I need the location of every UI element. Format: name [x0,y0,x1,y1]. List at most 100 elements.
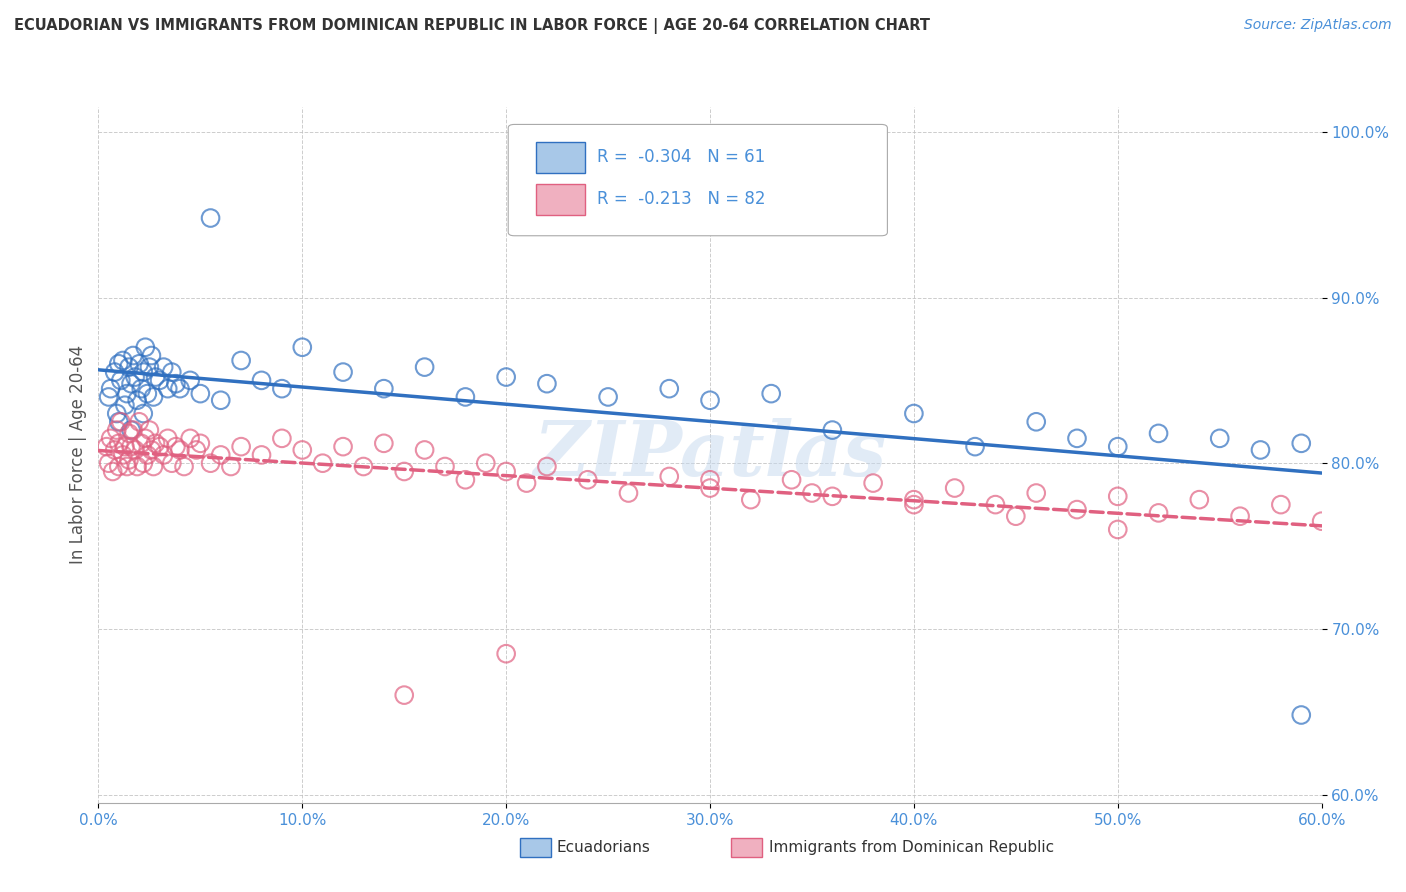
Point [124,370,146,384]
Point [118,360,141,375]
Point [111,448,134,462]
Text: R =  -0.304   N = 61: R = -0.304 N = 61 [598,148,766,166]
Point [165,440,187,454]
Point [149,373,172,387]
Point [129,382,152,396]
Point [122,349,145,363]
Point [108,415,131,429]
Point [352,459,374,474]
Point [149,440,172,454]
Point [373,436,395,450]
Text: Immigrants from Dominican Republic: Immigrants from Dominican Republic [769,840,1054,855]
Point [1107,489,1129,503]
Point [332,440,354,454]
Point [108,459,131,474]
Point [97,456,120,470]
Point [118,453,141,467]
Point [1291,436,1313,450]
Text: Source: ZipAtlas.com: Source: ZipAtlas.com [1244,18,1392,32]
Point [413,360,436,375]
Point [495,370,517,384]
Point [291,340,314,354]
Point [392,688,416,702]
Point [617,486,640,500]
Text: ZIPatlas: ZIPatlas [533,418,887,491]
Point [699,481,721,495]
Point [332,365,354,379]
Point [1188,492,1211,507]
Point [1249,442,1271,457]
Point [188,386,212,401]
Point [903,407,925,421]
Point [141,442,163,457]
Point [761,386,783,401]
Point [200,456,222,470]
Point [156,431,179,445]
Text: R =  -0.213   N = 82: R = -0.213 N = 82 [598,190,766,208]
Point [108,357,131,371]
Point [100,382,122,396]
Point [179,431,201,445]
Point [132,365,155,379]
Point [169,442,191,457]
Point [413,442,436,457]
Point [250,448,273,462]
Point [128,357,150,371]
Point [536,376,558,391]
Point [1147,426,1170,441]
Point [132,456,155,470]
Point [943,481,966,495]
Point [474,456,498,470]
Point [120,423,142,437]
Point [169,382,191,396]
Point [136,448,159,462]
FancyBboxPatch shape [508,124,887,235]
Point [128,415,150,429]
Point [186,442,208,457]
Point [134,340,156,354]
Point [1004,509,1026,524]
Point [118,426,141,441]
Point [576,473,599,487]
Point [373,382,395,396]
Point [200,211,222,225]
Point [188,436,212,450]
Point [160,456,183,470]
Text: Ecuadorians: Ecuadorians [557,840,651,855]
Point [136,386,159,401]
Point [862,476,884,491]
Point [658,469,681,483]
Point [250,373,273,387]
Point [142,459,165,474]
Y-axis label: In Labor Force | Age 20-64: In Labor Force | Age 20-64 [69,345,87,565]
Point [96,440,118,454]
Point [152,360,174,375]
Point [101,465,124,479]
Point [270,431,294,445]
Point [536,459,558,474]
Point [129,436,152,450]
Point [1025,415,1047,429]
Point [1310,514,1333,528]
Point [1066,431,1088,445]
Point [434,459,457,474]
Bar [536,184,585,215]
Point [132,407,155,421]
Point [165,376,187,391]
Point [105,407,128,421]
Point [142,390,165,404]
Point [1107,440,1129,454]
Point [160,365,183,379]
Point [120,376,142,391]
Point [392,465,416,479]
Point [821,423,844,437]
Point [598,390,620,404]
Point [100,431,122,445]
Point [231,353,253,368]
Point [114,440,136,454]
Point [699,393,721,408]
Point [145,370,167,384]
Point [658,382,681,396]
Point [1025,486,1047,500]
Point [105,423,128,437]
